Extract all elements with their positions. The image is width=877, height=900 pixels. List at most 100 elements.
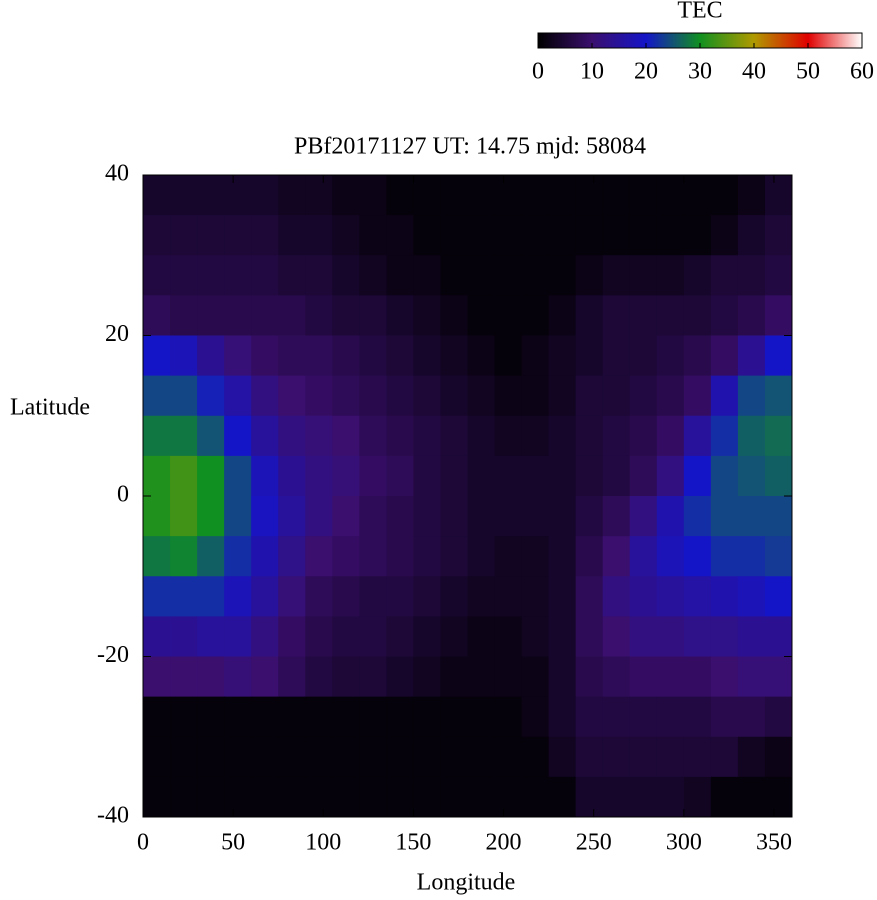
heatmap-cell — [440, 295, 468, 336]
heatmap-cell — [575, 255, 604, 296]
heatmap-cell — [764, 776, 793, 818]
heatmap-cell — [359, 375, 387, 417]
heatmap-cell — [386, 616, 414, 657]
heatmap-cell — [494, 696, 523, 738]
heatmap-cell — [224, 736, 252, 778]
heatmap-cell — [575, 455, 604, 497]
heatmap-cell — [629, 496, 658, 537]
heatmap-cell — [224, 455, 252, 497]
heatmap-cell — [521, 616, 550, 657]
heatmap-cell — [170, 576, 198, 617]
x-tick-label: 350 — [756, 830, 792, 856]
heatmap-cell — [656, 736, 685, 778]
heatmap-cell — [143, 215, 171, 256]
heatmap-cell — [710, 696, 739, 738]
heatmap-cell — [548, 616, 577, 657]
heatmap-cell — [278, 255, 306, 296]
heatmap-cell — [467, 776, 496, 818]
heatmap-cell — [764, 496, 793, 537]
heatmap-cell — [332, 616, 360, 657]
heatmap-cell — [737, 496, 766, 537]
heatmap-cell — [332, 295, 360, 336]
heatmap-cell — [251, 736, 279, 778]
heatmap-cell — [467, 496, 496, 537]
heatmap-cell — [197, 696, 225, 738]
heatmap-cell — [278, 736, 306, 778]
heatmap-cell — [710, 736, 739, 778]
heatmap-cell — [413, 656, 441, 698]
heatmap-cell — [764, 335, 793, 377]
heatmap-cell — [386, 736, 414, 778]
colorbar-tick-label: 30 — [688, 59, 712, 85]
heatmap-cell — [197, 576, 225, 617]
heatmap-cell — [224, 656, 252, 698]
heatmap-cell — [467, 255, 496, 296]
heatmap-cell — [197, 295, 225, 336]
x-tick-label: 200 — [486, 830, 522, 856]
heatmap-cell — [359, 496, 387, 537]
heatmap-cell — [737, 696, 766, 738]
heatmap-cell — [683, 576, 712, 617]
heatmap-cell — [224, 375, 252, 417]
heatmap-cell — [305, 335, 333, 377]
heatmap-cell — [764, 175, 793, 216]
heatmap-cell — [602, 576, 631, 617]
heatmap-cell — [413, 455, 441, 497]
heatmap-cell — [710, 175, 739, 216]
heatmap-cell — [494, 295, 523, 336]
heatmap-cell — [170, 616, 198, 657]
heatmap-cell — [494, 496, 523, 537]
heatmap-cell — [278, 455, 306, 497]
heatmap-cell — [737, 295, 766, 336]
heatmap-cell — [629, 455, 658, 497]
heatmap-cell — [332, 175, 360, 216]
heatmap-cell — [494, 736, 523, 778]
heatmap-cell — [683, 696, 712, 738]
heatmap-cell — [440, 616, 468, 657]
heatmap-cell — [197, 656, 225, 698]
heatmap-cell — [386, 455, 414, 497]
heatmap-cell — [359, 696, 387, 738]
heatmap-cell — [251, 616, 279, 657]
heatmap-cell — [467, 175, 496, 216]
heatmap-cell — [494, 536, 523, 577]
heatmap-cell — [737, 736, 766, 778]
heatmap-cell — [197, 496, 225, 537]
heatmap-cell — [521, 696, 550, 738]
heatmap-cell — [467, 656, 496, 698]
heatmap-cell — [764, 616, 793, 657]
heatmap-cell — [278, 215, 306, 256]
heatmap-cell — [413, 496, 441, 537]
heatmap-cell — [467, 335, 496, 377]
heatmap-cell — [224, 536, 252, 577]
heatmap-cell — [278, 616, 306, 657]
heatmap-cell — [332, 455, 360, 497]
heatmap-cell — [467, 455, 496, 497]
heatmap-cell — [170, 696, 198, 738]
heatmap-cell — [575, 536, 604, 577]
heatmap-cell — [467, 576, 496, 617]
heatmap-cell — [332, 696, 360, 738]
heatmap-cell — [494, 455, 523, 497]
heatmap-cell — [683, 255, 712, 296]
heatmap-cell — [521, 335, 550, 377]
heatmap-cell — [440, 696, 468, 738]
heatmap-cell — [224, 696, 252, 738]
heatmap-cell — [521, 295, 550, 336]
heatmap-cell — [251, 656, 279, 698]
heatmap-cell — [170, 215, 198, 256]
heatmap-cell — [440, 496, 468, 537]
heatmap-cell — [467, 736, 496, 778]
heatmap-cell — [251, 455, 279, 497]
heatmap-cell — [548, 736, 577, 778]
heatmap-cell — [413, 215, 441, 256]
heatmap-cell — [737, 455, 766, 497]
heatmap-cell — [386, 255, 414, 296]
heatmap-cell — [521, 536, 550, 577]
heatmap-cell — [602, 415, 631, 457]
y-tick-label: 40 — [105, 161, 129, 187]
heatmap-cell — [737, 255, 766, 296]
heatmap-cell — [143, 295, 171, 336]
colorbar-label: TEC — [677, 0, 722, 24]
heatmap-cell — [278, 175, 306, 216]
